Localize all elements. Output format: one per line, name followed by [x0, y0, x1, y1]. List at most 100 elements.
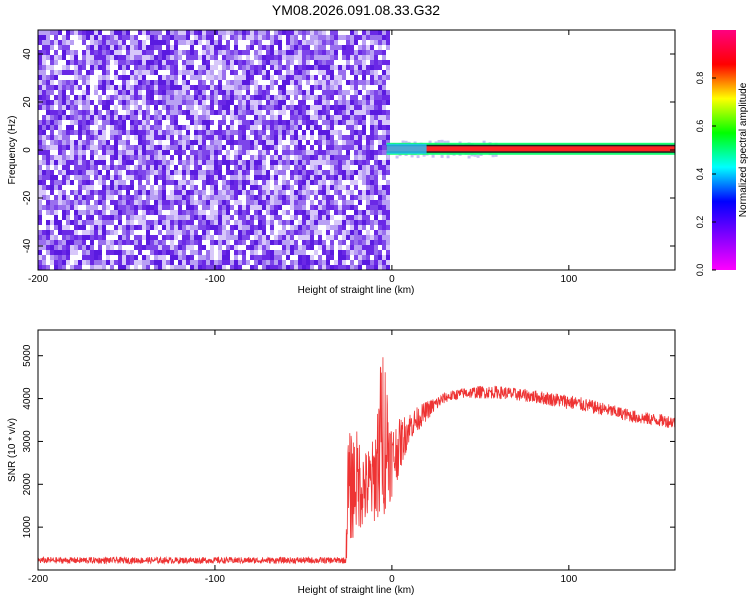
heatmap-cell	[226, 235, 230, 240]
heatmap-cell	[58, 45, 62, 50]
heatmap-cell	[310, 150, 314, 155]
heatmap-cell	[146, 85, 150, 90]
heatmap-cell	[382, 70, 386, 75]
heatmap-cell	[158, 245, 162, 250]
heatmap-cell	[190, 145, 194, 150]
heatmap-cell	[126, 85, 130, 90]
heatmap-cell	[90, 245, 94, 250]
heatmap-cell	[290, 240, 294, 245]
heatmap-cell	[54, 225, 58, 230]
heatmap-cell	[122, 205, 126, 210]
heatmap-cell	[42, 205, 46, 210]
heatmap-cell	[162, 180, 166, 185]
heatmap-cell	[274, 205, 278, 210]
heatmap-cell	[162, 240, 166, 245]
heatmap-cell	[198, 210, 202, 215]
heatmap-cell	[210, 205, 214, 210]
heatmap-cell	[222, 255, 226, 260]
carrier-band-core	[386, 146, 675, 152]
heatmap-cell	[190, 210, 194, 215]
heatmap-cell	[74, 130, 78, 135]
heatmap-cell	[354, 235, 358, 240]
heatmap-cell	[262, 205, 266, 210]
heatmap-cell	[86, 90, 90, 95]
heatmap-cell	[278, 125, 282, 130]
heatmap-cell	[70, 60, 74, 65]
heatmap-cell	[326, 255, 330, 260]
colorbar-gradient	[712, 30, 736, 270]
heatmap-cell	[278, 205, 282, 210]
heatmap-cell	[38, 260, 42, 265]
heatmap-cell	[138, 110, 142, 115]
heatmap-cell	[330, 125, 334, 130]
heatmap-cell	[210, 135, 214, 140]
heatmap-cell	[378, 65, 382, 70]
heatmap-cell	[118, 190, 122, 195]
heatmap-cell	[174, 255, 178, 260]
heatmap-cell	[142, 130, 146, 135]
heatmap-cell	[298, 155, 302, 160]
heatmap-cell	[350, 140, 354, 145]
heatmap-cell	[130, 195, 134, 200]
heatmap-cell	[250, 45, 254, 50]
heatmap-cell	[294, 250, 298, 255]
heatmap-cell	[286, 130, 290, 135]
heatmap-cell	[202, 260, 206, 265]
heatmap-cell	[38, 240, 42, 245]
heatmap-cell	[342, 265, 346, 270]
heatmap-cell	[226, 185, 230, 190]
heatmap-cell	[78, 260, 82, 265]
heatmap-cell	[346, 115, 350, 120]
heatmap-cell	[42, 40, 46, 45]
heatmap-cell	[206, 265, 210, 270]
heatmap-cell	[346, 170, 350, 175]
heatmap-cell	[198, 55, 202, 60]
heatmap-cell	[326, 55, 330, 60]
heatmap-cell	[334, 170, 338, 175]
heatmap-cell	[234, 255, 238, 260]
heatmap-cell	[86, 45, 90, 50]
heatmap-cell	[358, 235, 362, 240]
heatmap-cell	[198, 265, 202, 270]
heatmap-cell	[218, 50, 222, 55]
heatmap-cell	[314, 240, 318, 245]
heatmap-cell	[166, 230, 170, 235]
heatmap-cell	[382, 230, 386, 235]
heatmap-cell	[246, 45, 250, 50]
heatmap-cell	[306, 40, 310, 45]
heatmap-cell	[338, 150, 342, 155]
heatmap-cell	[358, 80, 362, 85]
heatmap-cell	[378, 75, 382, 80]
heatmap-cell	[326, 40, 330, 45]
heatmap-cell	[210, 40, 214, 45]
heatmap-cell	[154, 45, 158, 50]
heatmap-cell	[222, 95, 226, 100]
heatmap-cell	[50, 185, 54, 190]
heatmap-cell	[382, 165, 386, 170]
heatmap-cell	[258, 165, 262, 170]
heatmap-cell	[374, 160, 378, 165]
heatmap-cell	[62, 240, 66, 245]
heatmap-cell	[322, 190, 326, 195]
heatmap-cell	[86, 205, 90, 210]
heatmap-cell	[170, 105, 174, 110]
heatmap-cell	[378, 45, 382, 50]
heatmap-cell	[74, 145, 78, 150]
heatmap-cell	[266, 185, 270, 190]
heatmap-cell	[130, 100, 134, 105]
heatmap-cell	[182, 225, 186, 230]
heatmap-cell	[338, 35, 342, 40]
heatmap-cell	[142, 245, 146, 250]
heatmap-cell	[238, 65, 242, 70]
heatmap-cell	[82, 55, 86, 60]
heatmap-cell	[170, 100, 174, 105]
heatmap-cell	[70, 190, 74, 195]
heatmap-cell	[310, 65, 314, 70]
heatmap-cell	[342, 195, 346, 200]
heatmap-cell	[142, 100, 146, 105]
heatmap-cell	[386, 75, 390, 80]
heatmap-cell	[338, 135, 342, 140]
heatmap-cell	[178, 240, 182, 245]
heatmap-cell	[302, 170, 306, 175]
heatmap-cell	[114, 35, 118, 40]
